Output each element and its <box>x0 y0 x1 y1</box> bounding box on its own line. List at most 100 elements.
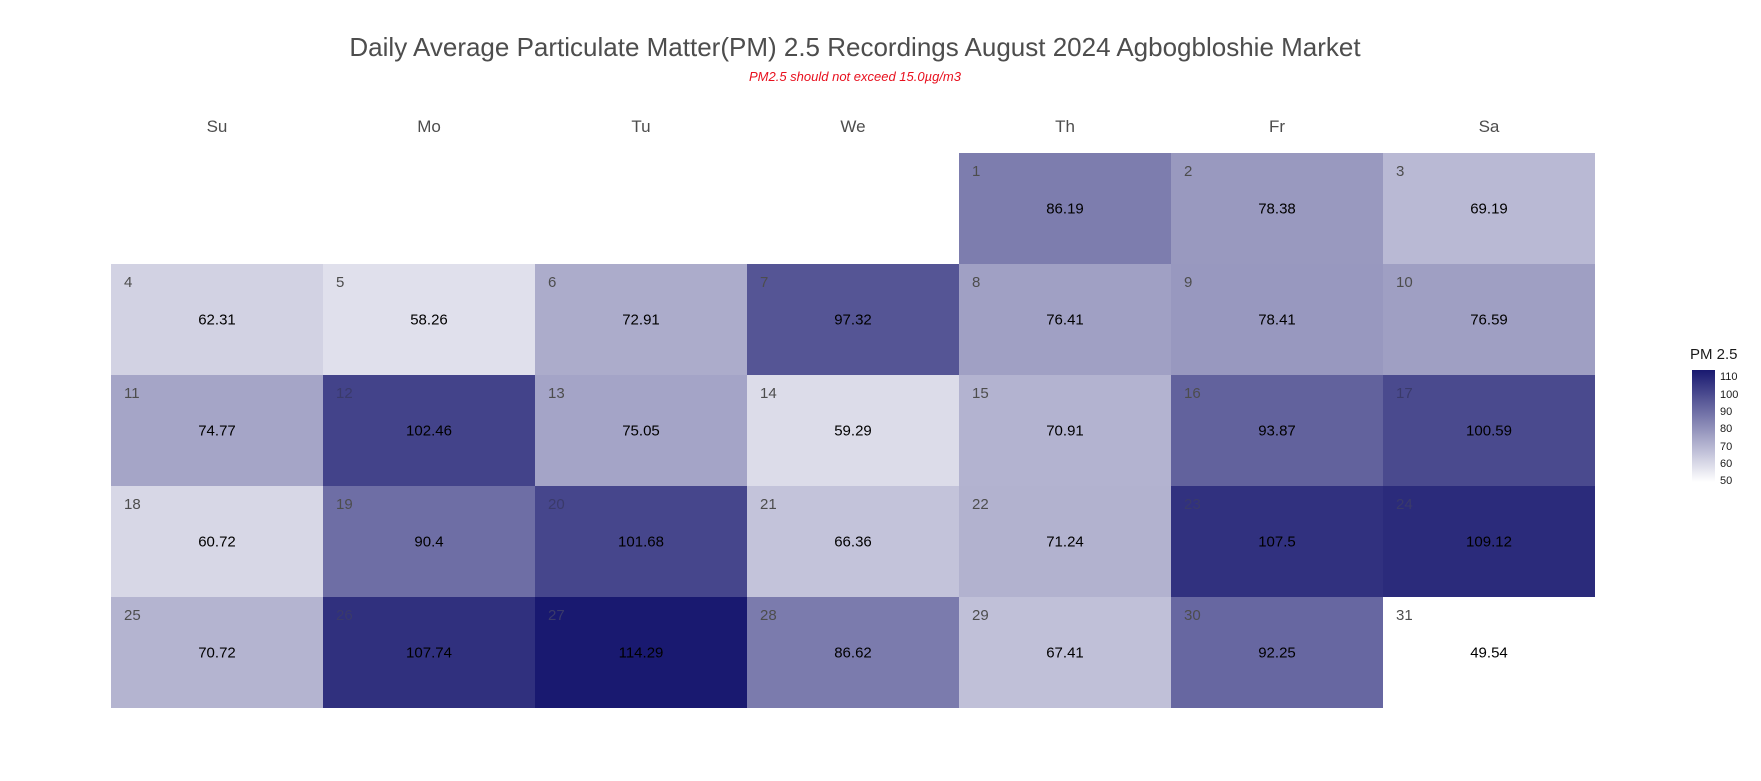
day-number: 28 <box>760 607 777 624</box>
calendar-day-cell: 16 93.87 <box>1171 375 1383 486</box>
pm25-value-label: 97.32 <box>834 312 872 329</box>
legend-color-bar <box>1692 370 1715 482</box>
pm25-value-label: 109.12 <box>1466 534 1512 551</box>
pm25-value-label: 75.05 <box>622 423 660 440</box>
day-tile <box>111 597 323 708</box>
calendar-day-cell: 24 109.12 <box>1383 486 1595 597</box>
calendar-day-cell: 14 59.29 <box>747 375 959 486</box>
weekday-label: Mo <box>417 117 441 136</box>
day-tile <box>111 486 323 597</box>
calendar-day-cell: 12 102.46 <box>323 375 535 486</box>
chart-subtitle: PM2.5 should not exceed 15.0µg/m3 <box>748 69 961 84</box>
day-number: 4 <box>124 274 132 291</box>
pm25-value-label: 74.77 <box>198 423 236 440</box>
day-tile <box>959 597 1171 708</box>
day-tile <box>323 597 535 708</box>
pm25-value-label: 78.41 <box>1258 312 1296 329</box>
day-tile <box>1383 375 1595 486</box>
pm25-value-label: 92.25 <box>1258 645 1296 662</box>
pm25-value-label: 70.91 <box>1046 423 1084 440</box>
calendar-day-cell: 15 70.91 <box>959 375 1171 486</box>
legend-tick-label: 60 <box>1720 457 1733 470</box>
calendar-day-cell: 18 60.72 <box>111 486 323 597</box>
pm25-value-label: 70.72 <box>198 645 236 662</box>
day-tile <box>535 486 747 597</box>
legend-tick-label: 110 <box>1720 371 1738 384</box>
day-number: 16 <box>1184 385 1201 402</box>
calendar-day-cell: 27 114.29 <box>535 597 747 708</box>
calendar-day-cell: 23 107.5 <box>1171 486 1383 597</box>
pm25-value-label: 78.38 <box>1258 201 1296 218</box>
day-number: 13 <box>548 385 565 402</box>
day-number: 17 <box>1396 385 1413 402</box>
calendar-day-cell: 19 90.4 <box>323 486 535 597</box>
calendar-day-cell: 186.19 <box>959 153 1171 264</box>
day-number: 18 <box>124 496 141 513</box>
day-number: 30 <box>1184 607 1201 624</box>
pm25-value-label: 100.59 <box>1466 423 1512 440</box>
calendar-day-cell: 369.19 <box>1383 153 1595 264</box>
pm25-value-label: 49.54 <box>1470 645 1508 662</box>
day-tile <box>535 597 747 708</box>
calendar-day-cell: 28 86.62 <box>747 597 959 708</box>
day-tile <box>959 264 1171 375</box>
weekday-label: Th <box>1055 117 1075 136</box>
calendar-day-cell: 558.26 <box>323 264 535 375</box>
day-number: 29 <box>972 607 989 624</box>
day-tile <box>959 153 1171 264</box>
day-tile <box>1171 597 1383 708</box>
weekday-label: Sa <box>1479 117 1500 136</box>
day-number: 9 <box>1184 274 1192 291</box>
legend-title: PM 2.5 <box>1690 346 1738 363</box>
day-tile <box>1171 486 1383 597</box>
day-tile <box>747 486 959 597</box>
day-tile <box>111 375 323 486</box>
legend-tick-label: 70 <box>1720 440 1733 453</box>
day-tile <box>1383 486 1595 597</box>
day-tile <box>111 264 323 375</box>
day-tile <box>747 375 959 486</box>
day-number: 1 <box>972 163 980 180</box>
day-number: 7 <box>760 274 768 291</box>
calendar-day-cell: 876.41 <box>959 264 1171 375</box>
day-number: 27 <box>548 607 565 624</box>
day-number: 14 <box>760 385 777 402</box>
calendar-day-cell: 13 75.05 <box>535 375 747 486</box>
day-number: 19 <box>336 496 353 513</box>
day-tile <box>323 486 535 597</box>
day-number: 15 <box>972 385 989 402</box>
calendar-day-cell: 20 101.68 <box>535 486 747 597</box>
weekday-label: Su <box>207 117 228 136</box>
calendar-day-cell: 30 92.25 <box>1171 597 1383 708</box>
calendar-day-cell: 278.38 <box>1171 153 1383 264</box>
day-number: 5 <box>336 274 344 291</box>
calendar-day-cell: 22 71.24 <box>959 486 1171 597</box>
day-number: 8 <box>972 274 980 291</box>
pm25-value-label: 76.59 <box>1470 312 1508 329</box>
pm25-value-label: 76.41 <box>1046 312 1084 329</box>
pm25-value-label: 90.4 <box>414 534 443 551</box>
calendar-day-cell: 31 49.54 <box>1383 597 1595 708</box>
legend-tick-label: 80 <box>1720 423 1733 436</box>
day-tile <box>1383 264 1595 375</box>
weekday-label: Tu <box>631 117 650 136</box>
pm25-value-label: 93.87 <box>1258 423 1296 440</box>
pm25-value-label: 60.72 <box>198 534 236 551</box>
day-tile <box>1383 597 1595 708</box>
pm25-value-label: 102.46 <box>406 423 452 440</box>
day-number: 26 <box>336 607 353 624</box>
calendar-day-cell: 978.41 <box>1171 264 1383 375</box>
day-number: 3 <box>1396 163 1404 180</box>
pm25-value-label: 114.29 <box>619 645 664 662</box>
calendar-day-cell: 672.91 <box>535 264 747 375</box>
pm25-value-label: 71.24 <box>1046 534 1084 551</box>
calendar-day-cell: 26 107.74 <box>323 597 535 708</box>
pm25-value-label: 66.36 <box>834 534 872 551</box>
day-tile <box>323 264 535 375</box>
day-number: 21 <box>760 496 777 513</box>
day-number: 10 <box>1396 274 1413 291</box>
pm25-value-label: 62.31 <box>198 312 236 329</box>
pm25-value-label: 107.74 <box>406 645 452 662</box>
pm25-value-label: 58.26 <box>410 312 448 329</box>
